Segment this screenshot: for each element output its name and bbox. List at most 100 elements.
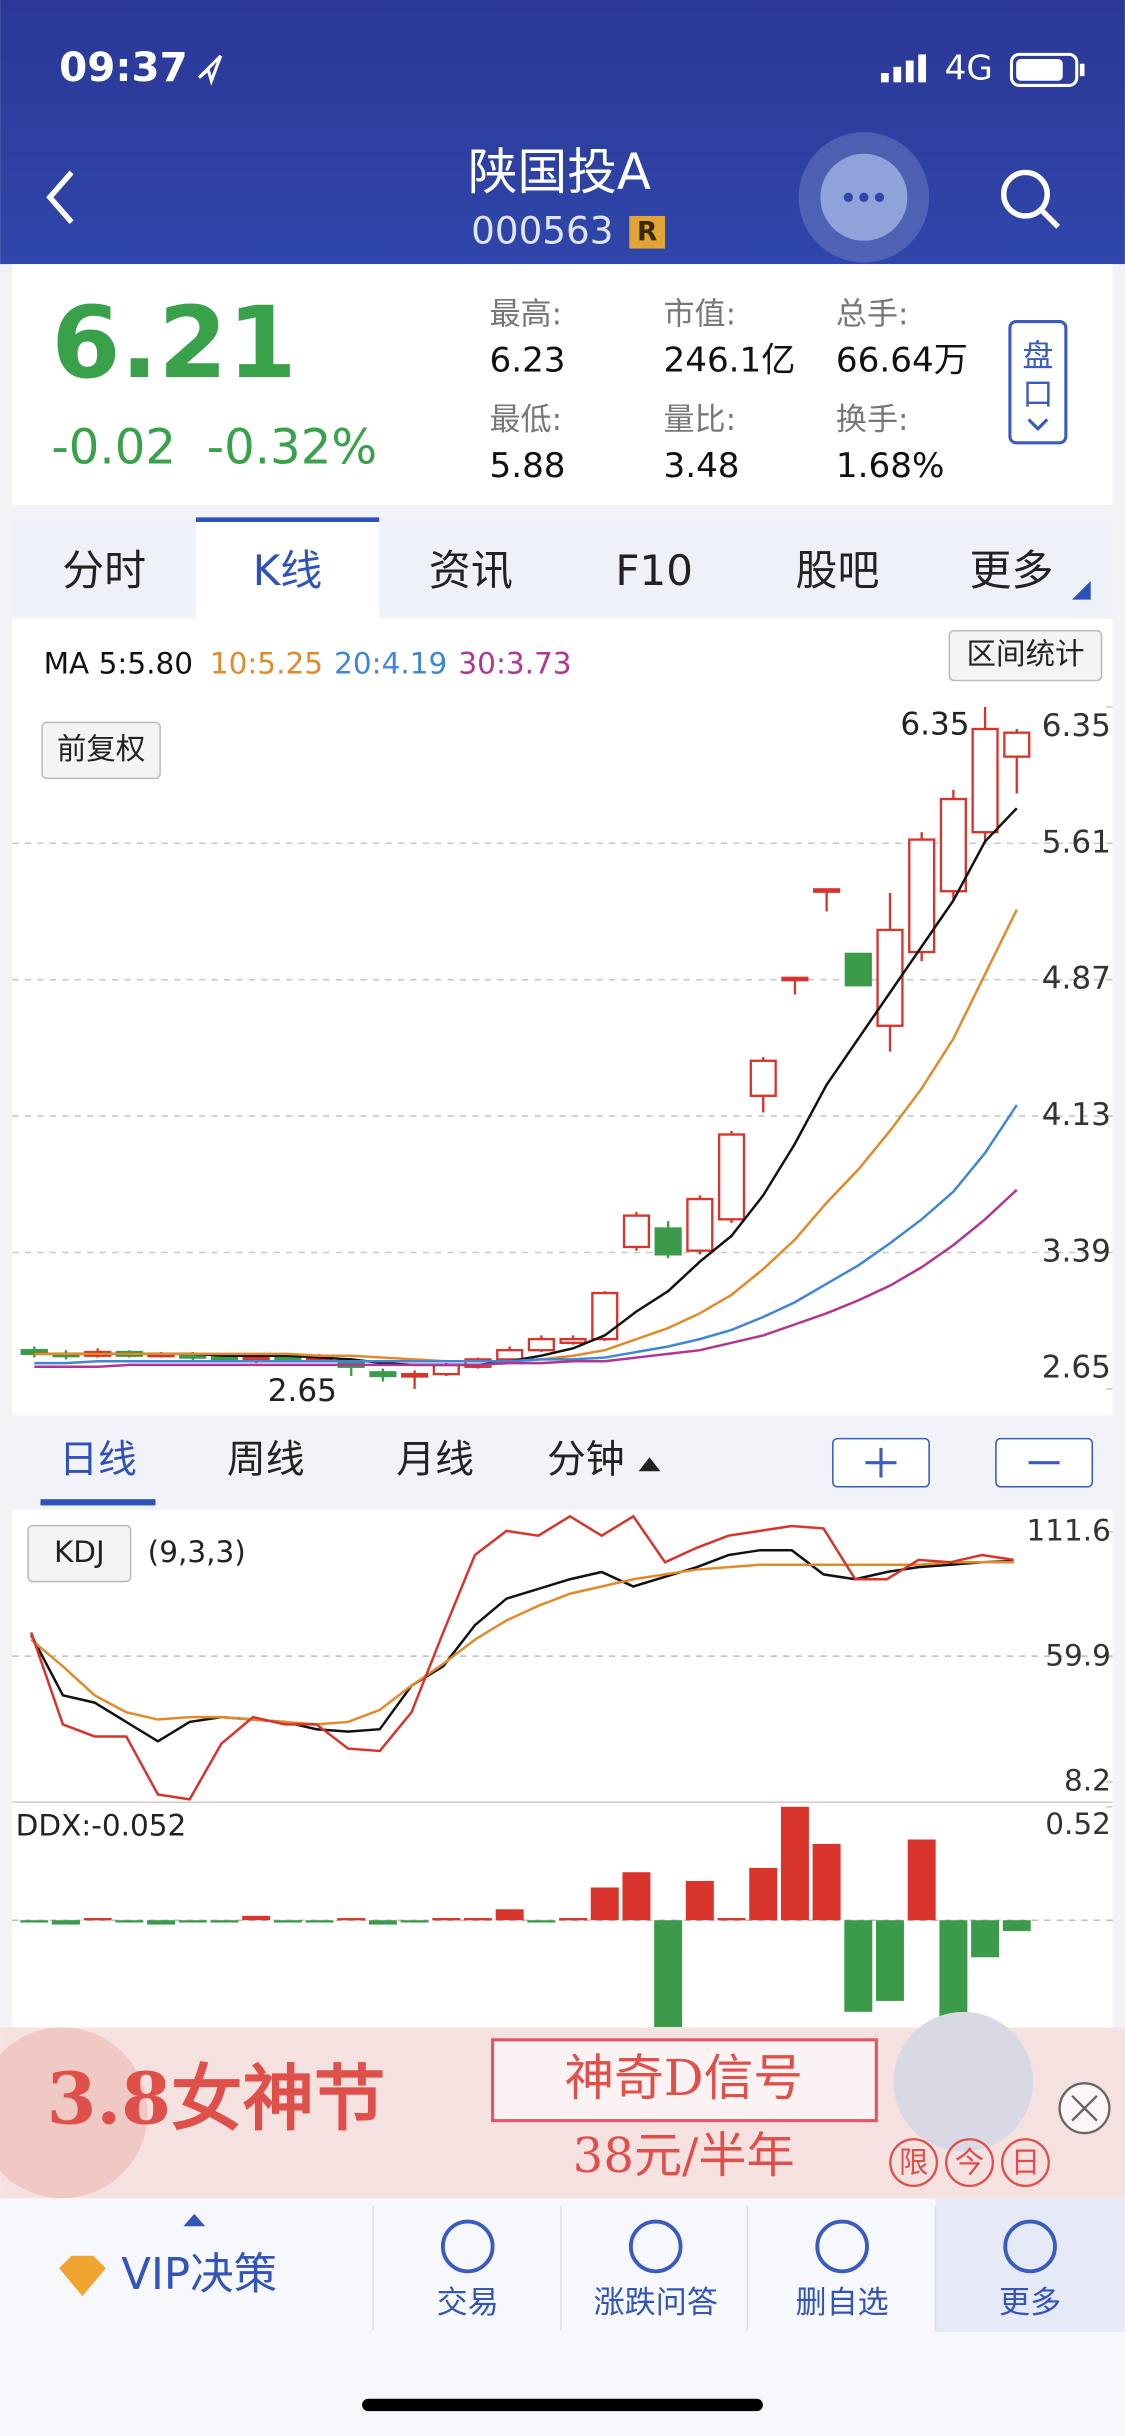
candle-body <box>622 1214 651 1249</box>
candle-body <box>939 797 967 893</box>
ddx-bar <box>654 1920 683 2028</box>
candle-body <box>274 1356 302 1362</box>
tab[interactable]: 更多 <box>970 546 1054 595</box>
ddx-label: DDX:-0.052 <box>16 1809 187 1843</box>
ddx-bar <box>559 1918 588 1921</box>
change: -0.02 <box>51 420 176 476</box>
candle-body <box>781 976 809 982</box>
ddx-bar <box>400 1920 429 1923</box>
clock: 09:37 <box>59 44 188 91</box>
nav-item[interactable]: 删自选 <box>796 2285 889 2321</box>
stat-label: 最高: <box>489 296 562 332</box>
stat-label: 换手: <box>836 402 909 438</box>
period-tab[interactable]: 日线 <box>59 1437 137 1482</box>
ddx-bar <box>83 1918 112 1921</box>
candle-body <box>971 727 999 834</box>
stat-label: 量比: <box>663 402 736 438</box>
y-tick-label: 59.9 <box>1045 1638 1111 1672</box>
tab[interactable]: F10 <box>615 546 693 595</box>
nav-item[interactable]: 更多 <box>999 2285 1061 2321</box>
kline-bg <box>12 618 1113 1416</box>
tab[interactable]: K线 <box>253 546 322 595</box>
period-tab[interactable]: 周线 <box>227 1437 305 1482</box>
ma-legend: 30:3.73 <box>458 646 571 680</box>
stat-value: 1.68% <box>836 446 945 486</box>
ddx-bar <box>337 1918 366 1921</box>
back-button[interactable] <box>46 170 74 224</box>
ma-legend: 10:5.25 <box>210 646 323 680</box>
nav-item[interactable]: 涨跌问答 <box>594 2285 718 2321</box>
candle-body <box>496 1349 524 1361</box>
ddx-bar <box>495 1909 524 1921</box>
stock-code: 000563 <box>471 209 613 253</box>
ddx-bar <box>622 1872 651 1921</box>
indicator-bg <box>12 1510 1113 2039</box>
ddx-bar <box>812 1843 841 1921</box>
search-button[interactable] <box>1000 169 1061 229</box>
ad-banner[interactable]: 3.8女神节 神奇D信号 38元/半年 限今日 <box>0 2011 1125 2199</box>
min-label: 2.65 <box>268 1373 337 1409</box>
y-tick-label: 0.52 <box>1045 1807 1111 1841</box>
header-bg <box>0 0 1125 265</box>
order-book-button[interactable] <box>1008 320 1068 445</box>
adjust-button[interactable] <box>41 721 161 780</box>
order-book-char: 口 <box>1022 377 1053 413</box>
tab[interactable]: 股吧 <box>796 546 880 595</box>
y-tick-label: 3.39 <box>1042 1233 1111 1269</box>
nav-item[interactable]: 交易 <box>437 2285 499 2321</box>
active-tab-bar <box>195 517 380 522</box>
y-tick-label: 2.65 <box>1042 1350 1111 1386</box>
stat-value: 66.64万 <box>836 340 968 380</box>
period-underline <box>40 1499 156 1506</box>
nav-icon <box>628 2219 683 2274</box>
ad-badge: 日 <box>1011 2146 1041 2180</box>
active-tab-bg <box>195 517 380 620</box>
nav-icon <box>1003 2219 1057 2274</box>
kdj-line <box>30 1561 1014 1726</box>
candle-body <box>876 928 904 1027</box>
ddx-bar <box>464 1918 492 1921</box>
candle-body <box>527 1337 555 1352</box>
nav-dividers <box>372 2206 937 2331</box>
tab[interactable]: 资讯 <box>429 546 513 595</box>
home-indicator <box>362 2398 763 2412</box>
ddx-bar <box>907 1839 936 1921</box>
ad-badge: 今 <box>955 2146 985 2180</box>
period-tab[interactable]: 分钟 <box>547 1437 625 1482</box>
chat-dots <box>843 192 885 202</box>
range-button-label: 区间统计 <box>966 637 1084 671</box>
stat-label: 市值: <box>663 296 736 332</box>
candle-body <box>813 888 841 893</box>
signal-icon <box>880 54 927 83</box>
candle-body <box>210 1356 239 1362</box>
candle-body <box>591 1291 619 1341</box>
kdj-button[interactable] <box>27 1524 132 1583</box>
stock-name: 陕国投A <box>468 143 651 201</box>
nav-item[interactable]: VIP决策 <box>121 2250 277 2300</box>
ma-line <box>34 1104 1018 1365</box>
candle-body <box>686 1197 714 1252</box>
tab-bar <box>12 517 1113 619</box>
ddx-bar <box>51 1920 80 1925</box>
ddx-bar <box>305 1920 334 1923</box>
ad-badge-ring <box>1000 2138 1050 2188</box>
location-icon <box>197 54 223 86</box>
tab[interactable]: 分时 <box>62 546 146 595</box>
y-tick-label: 8.2 <box>1064 1763 1111 1797</box>
adjust-button-label: 前复权 <box>57 732 146 766</box>
y-tick-label: 6.35 <box>1042 708 1111 744</box>
stat-value: 3.48 <box>663 446 739 486</box>
stat-label: 最低: <box>489 402 562 438</box>
ma-legend: MA 5:5.80 <box>44 646 193 680</box>
period-tab[interactable]: 月线 <box>396 1437 474 1482</box>
ddx-bar <box>368 1920 397 1925</box>
range-button[interactable] <box>948 629 1103 682</box>
nav-icon <box>440 2219 495 2274</box>
ad-flower <box>893 2011 1034 2152</box>
ddx-bar <box>685 1880 714 1921</box>
ddx-bar <box>432 1918 461 1921</box>
chevron <box>1027 418 1049 431</box>
ddx-bar <box>876 1920 904 2001</box>
ddx-bar <box>939 1920 968 2028</box>
